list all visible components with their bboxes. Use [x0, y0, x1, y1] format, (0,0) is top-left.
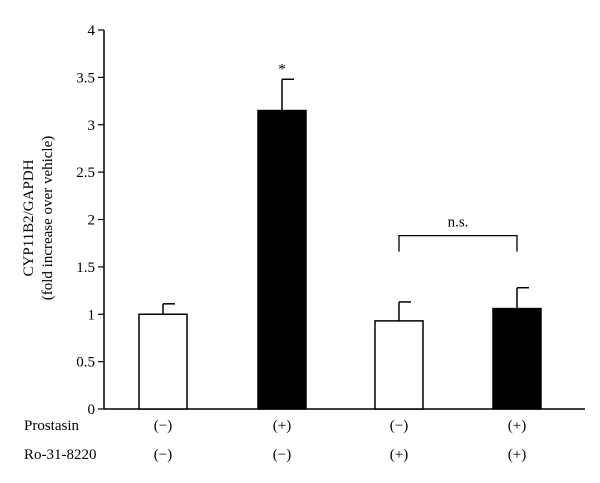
ns-bracket: [398, 234, 518, 252]
condition-name: Ro-31-8220: [24, 447, 97, 463]
condition-value: (−): [273, 447, 291, 463]
y-tick-label: 0.5: [76, 355, 95, 371]
y-tick-label: 2.5: [76, 165, 95, 181]
y-axis-label-line1: CYP11B2/GAPDH: [21, 159, 37, 276]
y-ticks: 0 0.5 1 1.5 2 2.5 3 3.5 4: [76, 23, 104, 418]
bars: [138, 109, 542, 410]
bar-2: [257, 109, 307, 410]
condition-value: (+): [273, 418, 291, 434]
condition-value: (−): [390, 418, 408, 434]
y-tick-label: 0: [88, 402, 96, 418]
bar-3: [374, 320, 424, 410]
condition-table: Prostasin (−) (+) (−) (+) Ro-31-8220 (−) (−) (+)…: [24, 418, 526, 463]
annotations: *: [278, 61, 286, 77]
error-bars: [162, 78, 529, 321]
significance-star: *: [278, 61, 286, 77]
y-tick-label: 3: [88, 118, 96, 134]
ns-label: n.s.: [448, 215, 469, 231]
y-tick-label: 4: [88, 23, 96, 39]
condition-value: (+): [508, 418, 526, 434]
condition-value: (+): [390, 447, 408, 463]
y-tick-label: 1.5: [76, 260, 95, 276]
y-tick-label: 2: [88, 213, 96, 229]
condition-name: Prostasin: [24, 418, 80, 434]
bar-1: [138, 313, 188, 410]
condition-value: (−): [154, 418, 172, 434]
y-tick-label: 1: [88, 307, 96, 323]
bar-4: [492, 307, 542, 410]
condition-value: (−): [154, 447, 172, 463]
y-tick-label: 3.5: [76, 70, 95, 86]
significance-bracket: n.s.: [398, 215, 518, 252]
y-axis-label: CYP11B2/GAPDH (fold increase over vehicl…: [21, 136, 56, 301]
condition-value: (+): [508, 447, 526, 463]
y-axis-label-line2: (fold increase over vehicle): [40, 136, 56, 301]
